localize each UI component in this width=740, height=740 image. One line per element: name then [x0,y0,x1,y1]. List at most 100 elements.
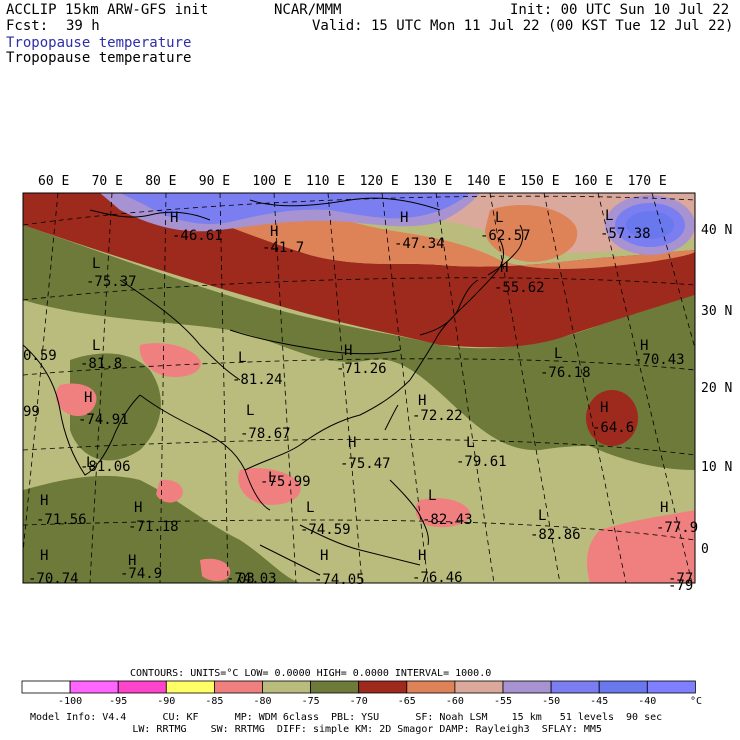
legend-swatch [21,680,71,694]
fill-band-m50-m45 [120,193,470,225]
legend-swatch [310,680,360,694]
low-marker: L [238,350,246,366]
extremum-value-label: -79 [668,578,693,594]
fill-pacific-vortex-core [626,211,674,239]
legend-tick-labels: -100 -95 -90 -85 -80 -75 -70 -65 -60 -55 -50 -45 -40 [58,696,656,707]
legend-swatch [165,680,215,694]
fcst-value: 39 h [66,18,100,34]
legend-tick-label: -55 [494,696,512,707]
legend-swatch [454,680,504,694]
legend-swatch [69,680,119,694]
low-marker: L [554,346,562,362]
low-marker: L [306,500,314,516]
low-marker: L [246,403,254,419]
longitude-label: 70 E [92,174,123,189]
longitude-label: 110 E [306,174,345,189]
extremum-value-label: -64.6 [592,420,634,436]
extremum-value-label: -70.43 [634,352,685,368]
low-marker: L [538,508,546,524]
high-marker: H [320,548,328,564]
high-marker: H [640,338,648,354]
legend-tick-label: -75 [302,696,320,707]
coastlines [23,197,524,576]
legend-tick-label: -70 [350,696,368,707]
legend-colorbar [21,680,696,694]
extremum-value-label: -72.22 [412,408,463,424]
valid-time: Valid: 15 UTC Mon 11 Jul 22 (00 KST Tue … [312,18,734,34]
map-border [22,192,696,584]
meridians [23,193,695,583]
low-marker: L [268,470,276,486]
extremum-value-label: -78.67 [240,426,291,442]
legend-swatch [502,680,552,694]
legend-tick-label: -45 [590,696,608,707]
longitude-label: 160 E [574,174,613,189]
high-marker: H [344,343,352,359]
latitude-label: 10 N [701,460,732,475]
extremum-value-label: -57.38 [600,226,651,242]
extremum-value-label: -41.7 [262,240,304,256]
extremum-value-label: -74.91 [78,412,129,428]
extremum-value-label: -81.8 [80,356,122,372]
high-marker: H [128,553,136,569]
extremum-value-label: 03 [238,571,255,587]
fill-band-m70-m65-blob [586,390,638,446]
extremum-value-label: -74.9 [120,566,162,582]
longitude-label: 170 E [628,174,667,189]
high-marker: H [348,435,356,451]
model-info-line-2: LW: RRTMG SW: RRTMG DIFF: simple KM: 2D … [30,724,602,735]
extremum-value-label: -77.9 [656,520,698,536]
high-marker: H [660,500,668,516]
legend-tick-label: -60 [446,696,464,707]
high-marker: H [134,500,142,516]
latitude-label: 30 N [701,304,732,319]
model-title: ACCLIP 15km ARW-GFS init [6,2,209,18]
longitude-label: 60 E [38,174,69,189]
org-label: NCAR/MMM [274,2,342,18]
model-info-line-1: Model Info: V4.4 CU: KF MP: WDM 6class P… [30,712,663,723]
low-marker: L [92,338,100,354]
longitude-label: 130 E [413,174,452,189]
low-marker: L [86,455,94,471]
extremum-value-label: -81.24 [232,372,283,388]
legend-tick-label: -80 [253,696,271,707]
legend-tick-label: -95 [109,696,127,707]
longitude-label: 90 E [199,174,230,189]
longitude-label: 80 E [145,174,176,189]
extremum-value-label: -46.61 [172,228,223,244]
low-marker: L [428,488,436,504]
legend-tick-label: -65 [398,696,416,707]
extremum-value-label: 99 [23,404,40,420]
legend-tick-label: -50 [542,696,560,707]
extremum-value-label: -74.59 [300,522,351,538]
field-title-primary: Tropopause temperature [6,35,192,51]
longitude-label: 100 E [252,174,291,189]
low-marker: L [495,210,503,226]
extremum-value-label: -75.47 [340,456,391,472]
fill-band-m85-m80 [55,343,695,583]
high-marker: H [270,224,278,240]
extremum-value-label: -55.62 [494,280,545,296]
fill-band-m75-m70-east [420,360,695,470]
legend-swatch [262,680,311,694]
extremum-value-label: -62.57 [480,228,531,244]
low-marker: L [92,256,100,272]
high-marker: H [170,210,178,226]
legend-tick-label: -85 [205,696,223,707]
extremum-value-label: -74.05 [314,572,365,588]
high-marker: H [418,548,426,564]
legend-swatch [117,680,167,694]
extremum-value-label: -47.34 [394,236,445,252]
extremum-value-label: -70.74 [28,571,79,587]
extremum-value-label: -82.43 [422,512,473,528]
extremum-value-label: -76.46 [412,570,463,586]
fill-band-m70-m65 [23,193,695,348]
fcst-label: Fcst: [6,18,49,34]
extremum-value-label: -81.06 [80,459,131,475]
latitude-label: 20 N [701,381,732,396]
legend-swatch [406,680,456,694]
field-title-secondary: Tropopause temperature [6,50,192,66]
fill-band-m65-m60-pacific [485,205,578,262]
longitude-label: 140 E [467,174,506,189]
